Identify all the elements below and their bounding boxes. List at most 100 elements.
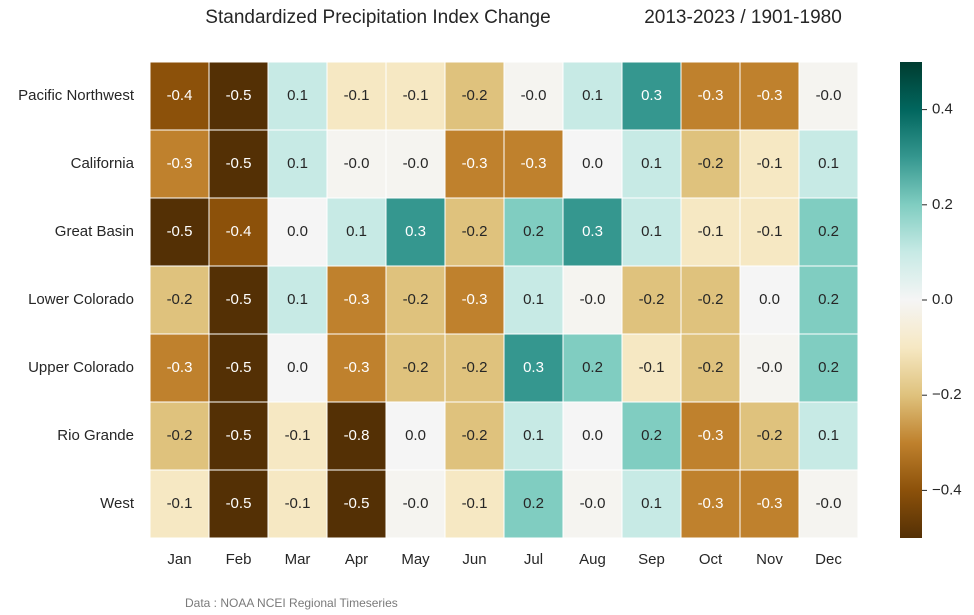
heatmap-cell [444,333,505,403]
x-tick-label: Jul [524,551,543,568]
x-tick-label: May [401,551,430,568]
cell-label: -0.3 [462,155,488,172]
cell-label: 0.3 [582,223,603,240]
cell-label: -0.8 [344,427,370,444]
heatmap-cell [798,197,859,267]
cell-label: -0.3 [462,291,488,308]
cell-label: -0.1 [757,223,783,240]
cell-label: 0.3 [641,87,662,104]
cell-label: 0.2 [818,223,839,240]
heatmap-cell [149,197,210,267]
heatmap-cell [621,129,682,199]
heatmap-cell [621,401,682,471]
cell-label: 0.1 [287,155,308,172]
cell-label: -0.3 [698,495,724,512]
heatmap-cell [798,265,859,335]
cell-label: -0.2 [462,427,488,444]
cell-label: 0.1 [287,87,308,104]
cell-label: -0.5 [167,223,193,240]
x-tick-label: Mar [285,551,311,568]
cell-label: 0.1 [641,223,662,240]
heatmap-cell [562,129,623,199]
cell-label: -0.1 [344,87,370,104]
cell-label: -0.0 [580,495,606,512]
cell-label: -0.2 [167,427,193,444]
cell-label: 0.0 [582,155,603,172]
cell-label: 0.0 [287,223,308,240]
cell-label: -0.1 [285,495,311,512]
heatmap-cell [621,265,682,335]
cell-label: -0.1 [757,155,783,172]
heatmap-cell [208,333,269,403]
heatmap-cell [267,61,328,131]
cell-label: -0.2 [403,291,429,308]
cell-label: 0.1 [818,155,839,172]
x-tick-label: Dec [815,551,842,568]
heatmap-cell [385,197,446,267]
heatmap-cell [149,61,210,131]
heatmap-cell [149,401,210,471]
cell-label: -0.1 [403,87,429,104]
x-tick-label: Jun [462,551,486,568]
heatmap-cell [680,265,741,335]
heatmap-cell [208,61,269,131]
cell-label: -0.3 [757,495,783,512]
x-tick-label: Feb [226,551,252,568]
heatmap-cell [503,469,564,539]
heatmap-cell [444,61,505,131]
heatmap-cell [503,333,564,403]
x-tick-label: Apr [345,551,368,568]
row-label: California [71,155,135,172]
heatmap-cell [503,401,564,471]
cell-label: -0.2 [462,87,488,104]
heatmap-cell [385,129,446,199]
heatmap-cell [326,401,387,471]
cell-label: -0.0 [403,495,429,512]
heatmap-cell [149,333,210,403]
cell-label: 0.1 [641,495,662,512]
cell-label: 0.1 [523,291,544,308]
heatmap-cell [503,265,564,335]
cell-label: -0.2 [698,359,724,376]
cell-label: -0.0 [521,87,547,104]
cell-label: -0.2 [698,291,724,308]
cell-label: -0.3 [344,291,370,308]
cell-label: 0.2 [818,291,839,308]
heatmap-cell [739,469,800,539]
cell-label: -0.3 [521,155,547,172]
cell-label: -0.1 [698,223,724,240]
heatmap-cell [267,469,328,539]
cell-label: 0.3 [405,223,426,240]
cell-label: -0.0 [580,291,606,308]
cell-label: -0.2 [698,155,724,172]
cell-label: 0.2 [641,427,662,444]
heatmap-cell [326,265,387,335]
colorbar-tick-label: −0.2 [932,386,962,403]
heatmap-cell [444,265,505,335]
heatmap-cell [208,265,269,335]
cell-label: 0.0 [759,291,780,308]
cell-label: -0.2 [462,359,488,376]
cell-label: 0.1 [346,223,367,240]
heatmap-cell [267,265,328,335]
heatmap-cell [326,469,387,539]
row-label: Rio Grande [57,427,134,444]
cell-label: 0.2 [818,359,839,376]
heatmap-cell [680,129,741,199]
cell-label: -0.5 [226,291,252,308]
cell-label: -0.5 [226,427,252,444]
cell-label: -0.3 [167,155,193,172]
cell-label: -0.1 [462,495,488,512]
heatmap-cell [444,401,505,471]
chart-subtitle: 2013-2023 / 1901-1980 [644,7,842,28]
cell-label: -0.5 [344,495,370,512]
row-label: Great Basin [55,223,134,240]
cell-label: -0.2 [167,291,193,308]
heatmap-cell [680,401,741,471]
cell-label: 0.2 [523,495,544,512]
cell-label: -0.1 [639,359,665,376]
cell-label: -0.4 [226,223,252,240]
cell-label: -0.3 [698,427,724,444]
heatmap-cell [149,265,210,335]
